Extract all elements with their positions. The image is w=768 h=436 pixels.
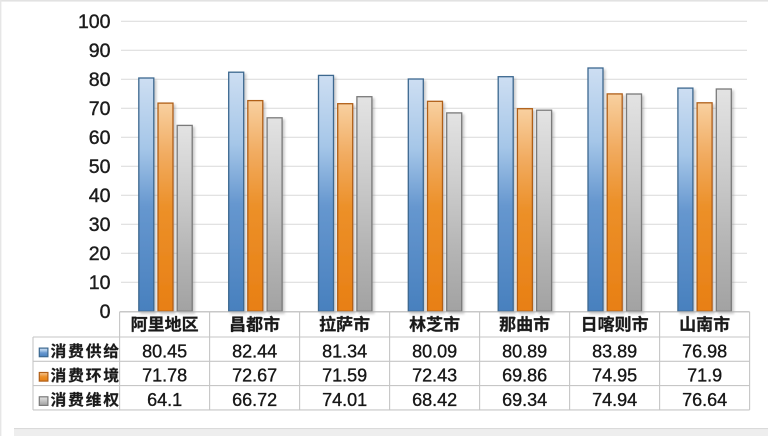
svg-text:72.67: 72.67 (232, 366, 277, 386)
svg-text:100: 100 (78, 11, 111, 33)
svg-text:0: 0 (100, 301, 111, 323)
svg-text:76.64: 76.64 (682, 390, 727, 410)
svg-text:69.34: 69.34 (502, 390, 547, 410)
svg-text:10: 10 (89, 272, 111, 294)
svg-text:80.09: 80.09 (412, 341, 457, 361)
svg-text:80.89: 80.89 (502, 341, 547, 361)
svg-text:71.78: 71.78 (142, 366, 187, 386)
svg-text:76.98: 76.98 (682, 341, 727, 361)
svg-text:20: 20 (89, 243, 111, 265)
svg-text:83.89: 83.89 (592, 341, 637, 361)
svg-text:30: 30 (89, 214, 111, 236)
svg-text:80: 80 (89, 69, 111, 91)
svg-text:70: 70 (89, 98, 111, 120)
svg-text:64.1: 64.1 (147, 390, 182, 410)
svg-text:40: 40 (89, 185, 111, 207)
svg-text:82.44: 82.44 (232, 341, 277, 361)
svg-text:71.59: 71.59 (322, 366, 367, 386)
svg-text:66.72: 66.72 (232, 390, 277, 410)
svg-text:71.9: 71.9 (687, 366, 722, 386)
svg-text:80.45: 80.45 (142, 341, 187, 361)
svg-text:60: 60 (89, 127, 111, 149)
svg-text:74.95: 74.95 (592, 366, 637, 386)
svg-text:81.34: 81.34 (322, 341, 367, 361)
svg-text:72.43: 72.43 (412, 366, 457, 386)
svg-text:69.86: 69.86 (502, 366, 547, 386)
svg-text:68.42: 68.42 (412, 390, 457, 410)
svg-text:50: 50 (89, 156, 111, 178)
svg-text:74.94: 74.94 (592, 390, 637, 410)
svg-text:74.01: 74.01 (322, 390, 367, 410)
svg-text:90: 90 (89, 40, 111, 62)
